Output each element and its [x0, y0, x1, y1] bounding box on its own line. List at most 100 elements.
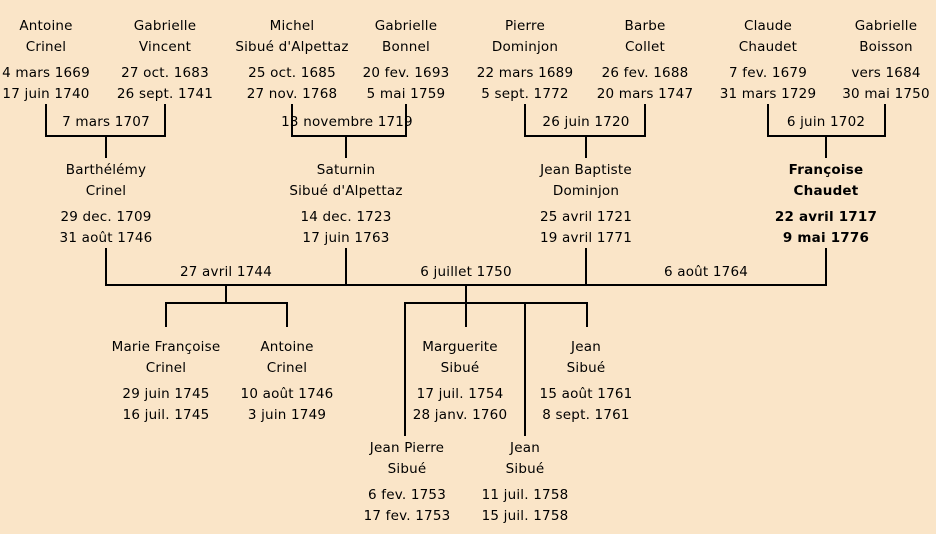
marriage-date-sibue-bonnel: 13 novembre 1719 [281, 114, 413, 130]
person-death-date: 27 nov. 1768 [246, 86, 338, 102]
person-gabrielle-vincent: Gabrielle Vincent 27 oct. 1683 26 sept. … [80, 16, 250, 105]
person-first-name: Pierre [505, 18, 545, 34]
person-last-name: Crinel [145, 360, 187, 376]
person-claude-chaudet: Claude Chaudet 7 fev. 1679 31 mars 1729 [683, 16, 853, 105]
person-first-name: Barbe [624, 18, 666, 34]
person-last-name: Sibué [505, 461, 545, 477]
marriage-date-sibue-chaudet: 6 juillet 1750 [420, 264, 512, 280]
person-death-date: 15 juil. 1758 [481, 508, 569, 524]
person-last-name: Sibué [566, 360, 606, 376]
descent-line [465, 304, 467, 327]
person-first-name: Michel [269, 18, 315, 34]
marriage-date-dominjon-chaudet: 6 août 1764 [663, 264, 749, 280]
person-first-name: Françoise [788, 162, 864, 178]
person-death-date: 8 sept. 1761 [542, 407, 630, 423]
marriage-date-crinel-vincent: 7 mars 1707 [62, 114, 150, 130]
person-last-name: Boisson [859, 39, 913, 55]
marriage-date-chaudet-boisson: 6 juin 1702 [786, 114, 866, 130]
marriage-bracket-line [291, 135, 407, 137]
person-death-date: 5 mai 1759 [366, 86, 446, 102]
person-birth-date: 17 juil. 1754 [416, 386, 504, 402]
person-death-date: 28 janv. 1760 [412, 407, 508, 423]
descent-line [586, 304, 588, 327]
person-birth-date: 7 fev. 1679 [728, 65, 808, 81]
person-birth-date: 14 dec. 1723 [300, 209, 392, 225]
person-birth-date: 22 avril 1717 [774, 209, 878, 225]
person-birth-date: 25 oct. 1685 [248, 65, 336, 81]
person-last-name: Chaudet [738, 39, 798, 55]
person-last-name: Sibué [440, 360, 480, 376]
person-birth-date: 29 dec. 1709 [60, 209, 152, 225]
person-francoise-chaudet: Françoise Chaudet 22 avril 1717 9 mai 17… [741, 160, 911, 249]
person-birth-date: vers 1684 [851, 65, 921, 81]
connector-line [45, 104, 47, 137]
person-death-date: 31 mars 1729 [719, 86, 817, 102]
person-birth-date: 26 fev. 1688 [601, 65, 689, 81]
person-birth-date: 29 juin 1745 [122, 386, 210, 402]
person-first-name: Gabrielle [133, 18, 197, 34]
person-jean-baptiste-dominjon: Jean Baptiste Dominjon 25 avril 1721 19 … [501, 160, 671, 249]
person-jean-sibue-1758: Jean Sibué 11 juil. 1758 15 juil. 1758 [440, 438, 610, 527]
person-last-name: Crinel [25, 39, 67, 55]
connector-line [644, 104, 646, 137]
person-first-name: Barthélémy [65, 162, 147, 178]
connector-line [291, 104, 293, 137]
person-death-date: 19 avril 1771 [539, 230, 633, 246]
person-first-name: Claude [743, 18, 793, 34]
person-michel-sibue-dalpettaz: Michel Sibué d'Alpettaz 25 oct. 1685 27 … [207, 16, 377, 105]
person-last-name: Collet [625, 39, 665, 55]
person-first-name: Marguerite [422, 339, 498, 355]
person-last-name: Crinel [85, 183, 127, 199]
person-barbe-collet: Barbe Collet 26 fev. 1688 20 mars 1747 [560, 16, 730, 105]
person-first-name: Antoine [19, 18, 73, 34]
descent-line [286, 304, 288, 327]
connector-line [105, 248, 107, 286]
connector-line [825, 248, 827, 286]
person-antoine-crinel-1669: Antoine Crinel 4 mars 1669 17 juin 1740 [0, 16, 131, 105]
person-marguerite-sibue: Marguerite Sibué 17 juil. 1754 28 janv. … [375, 337, 545, 426]
person-last-name: Dominjon [491, 39, 559, 55]
person-saturnin-sibue-dalpettaz: Saturnin Sibué d'Alpettaz 14 dec. 1723 1… [261, 160, 431, 249]
descent-line [585, 135, 587, 158]
person-first-name: Gabrielle [374, 18, 438, 34]
descent-line [524, 304, 526, 436]
person-gabrielle-boisson: Gabrielle Boisson vers 1684 30 mai 1750 [801, 16, 936, 105]
person-last-name: Sibué d'Alpettaz [289, 183, 403, 199]
person-antoine-crinel-1746: Antoine Crinel 10 août 1746 3 juin 1749 [202, 337, 372, 426]
connector-line [164, 104, 166, 137]
person-birth-date: 27 oct. 1683 [121, 65, 209, 81]
person-jean-sibue-1761: Jean Sibué 15 août 1761 8 sept. 1761 [501, 337, 671, 426]
person-jean-pierre-sibue: Jean Pierre Sibué 6 fev. 1753 17 fev. 17… [322, 438, 492, 527]
person-death-date: 17 fev. 1753 [363, 508, 451, 524]
person-birth-date: 6 fev. 1753 [367, 487, 447, 503]
connector-line [405, 104, 407, 137]
descent-line [404, 304, 406, 436]
person-birth-date: 20 fev. 1693 [362, 65, 450, 81]
person-death-date: 3 juin 1749 [247, 407, 327, 423]
person-first-name: Jean [571, 339, 601, 355]
person-last-name: Bonnel [382, 39, 430, 55]
person-first-name: Jean Baptiste [540, 162, 632, 178]
person-first-name: Marie Françoise [111, 339, 221, 355]
person-birth-date: 22 mars 1689 [476, 65, 574, 81]
descent-line [825, 135, 827, 158]
person-death-date: 5 sept. 1772 [481, 86, 569, 102]
person-last-name: Chaudet [793, 183, 859, 199]
connector-line [884, 104, 886, 137]
person-birth-date: 4 mars 1669 [2, 65, 90, 81]
person-death-date: 9 mai 1776 [782, 230, 870, 246]
person-birth-date: 15 août 1761 [539, 386, 633, 402]
person-first-name: Saturnin [316, 162, 376, 178]
person-last-name: Vincent [138, 39, 192, 55]
person-death-date: 31 août 1746 [59, 230, 153, 246]
descent-line [465, 286, 467, 303]
connector-line [585, 248, 587, 286]
person-first-name: Antoine [260, 339, 314, 355]
marriage-date-dominjon-collet: 26 juin 1720 [542, 114, 630, 130]
person-pierre-dominjon: Pierre Dominjon 22 mars 1689 5 sept. 177… [440, 16, 610, 105]
person-last-name: Crinel [266, 360, 308, 376]
person-death-date: 17 juin 1740 [2, 86, 90, 102]
person-first-name: Jean Pierre [369, 440, 445, 456]
person-first-name: Gabrielle [854, 18, 918, 34]
